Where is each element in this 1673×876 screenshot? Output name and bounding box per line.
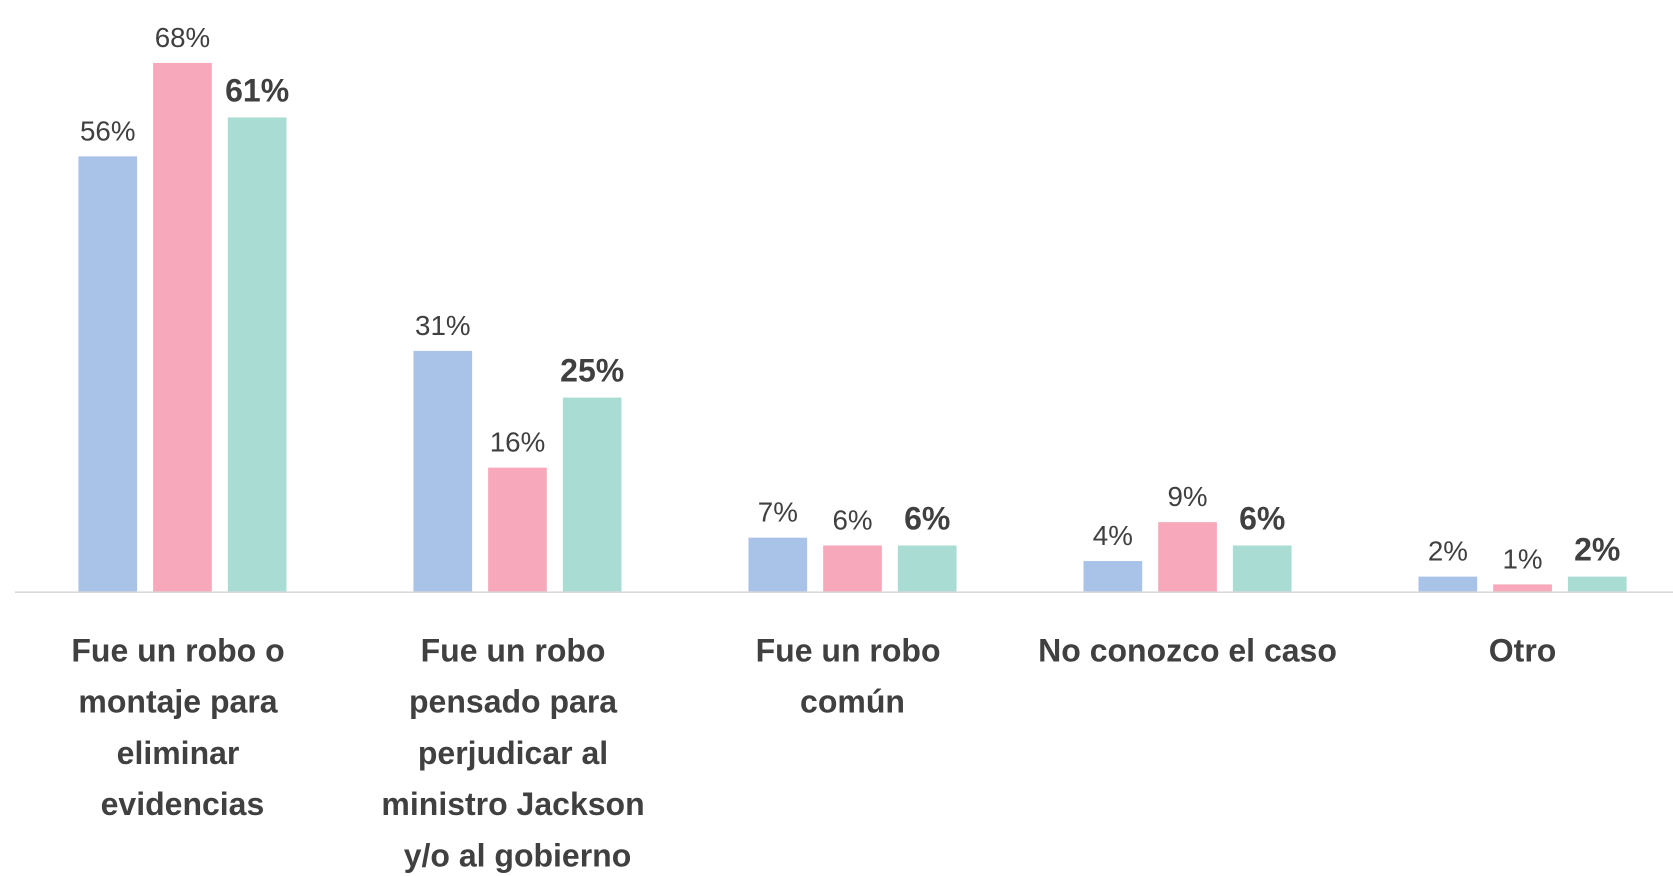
bar bbox=[153, 62, 212, 593]
bar bbox=[227, 117, 287, 593]
category-label-line: pensado para bbox=[409, 684, 626, 720]
bar bbox=[823, 545, 882, 593]
bar bbox=[78, 156, 138, 593]
bar bbox=[1083, 561, 1143, 593]
value-label: 1% bbox=[1503, 543, 1543, 574]
value-label: 6% bbox=[904, 500, 950, 536]
value-label: 16% bbox=[490, 427, 546, 458]
value-label: 4% bbox=[1093, 520, 1133, 551]
category-label-line: Otro bbox=[1489, 633, 1557, 669]
value-label: 7% bbox=[758, 497, 798, 528]
category-label-line: montaje para bbox=[78, 684, 286, 720]
bar bbox=[897, 545, 957, 593]
value-label: 2% bbox=[1574, 532, 1620, 568]
category-label-line: perjudicar al bbox=[418, 735, 617, 771]
bar bbox=[1418, 576, 1478, 593]
category-label-line: evidencias bbox=[101, 786, 265, 822]
bar bbox=[488, 467, 547, 593]
category-label-line: Fue un robo bbox=[421, 633, 615, 669]
value-label: 25% bbox=[560, 353, 624, 389]
category-label: No conozco el caso bbox=[1038, 633, 1337, 669]
category-label: Fue un robo o montaje para eliminar evid… bbox=[71, 633, 293, 823]
category-label-line: y/o al gobierno bbox=[404, 837, 632, 873]
value-label: 6% bbox=[832, 504, 872, 535]
category-label-line: eliminar bbox=[117, 735, 249, 771]
value-label: 56% bbox=[80, 115, 136, 146]
value-label: 31% bbox=[415, 310, 471, 341]
bar bbox=[413, 350, 473, 593]
bar bbox=[1158, 522, 1217, 593]
bar bbox=[748, 537, 808, 593]
category-label-line: ministro Jackson bbox=[381, 786, 653, 822]
bar bbox=[562, 397, 622, 593]
category-label: Otro bbox=[1489, 633, 1557, 669]
bar bbox=[1232, 545, 1292, 593]
category-label-line: Fue un robo bbox=[756, 633, 950, 669]
category-label-line: común bbox=[800, 684, 905, 720]
value-label: 9% bbox=[1167, 481, 1207, 512]
category-label: Fue un robo pensado para perjudicar al m… bbox=[381, 633, 653, 874]
category-label-line: Fue un robo o bbox=[71, 633, 293, 669]
value-label: 68% bbox=[155, 22, 211, 53]
category-label: Fue un robo común bbox=[756, 633, 950, 720]
value-label: 6% bbox=[1239, 500, 1285, 536]
value-label: 2% bbox=[1428, 536, 1468, 567]
value-label: 61% bbox=[225, 72, 289, 108]
category-label-line: No conozco el caso bbox=[1038, 633, 1337, 669]
bar bbox=[1493, 584, 1552, 593]
bar bbox=[1567, 576, 1627, 593]
